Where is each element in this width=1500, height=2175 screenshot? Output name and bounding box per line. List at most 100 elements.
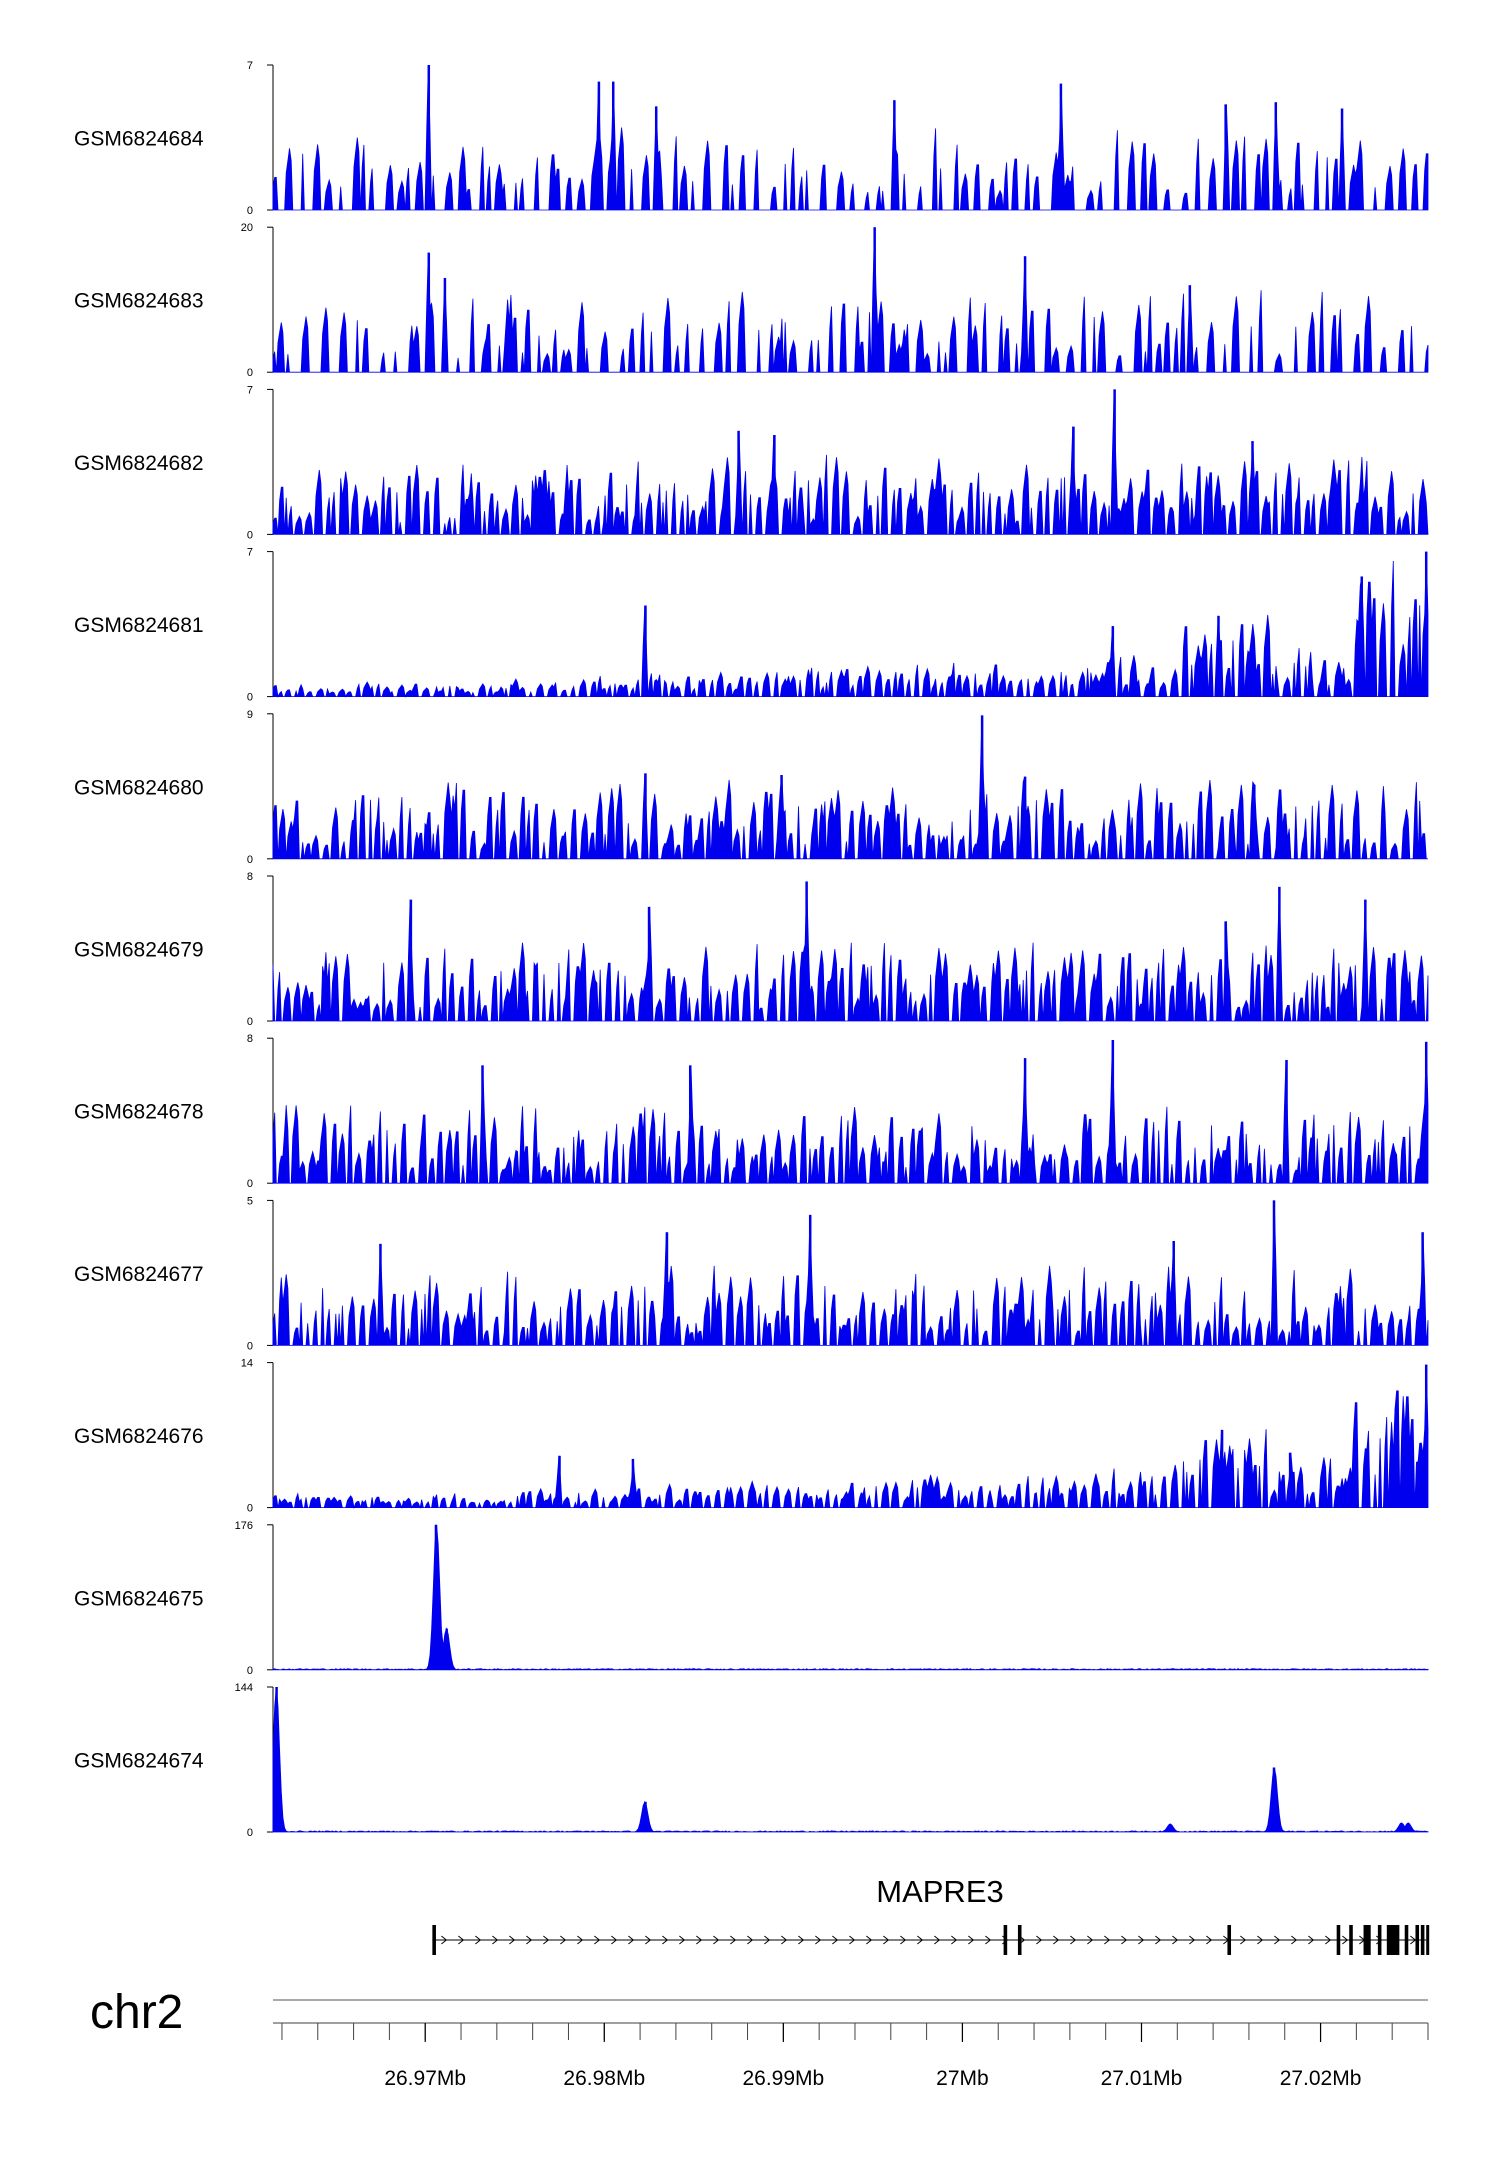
genome-axis-track: chr2 26.97Mb 26.98Mb 26.99Mb 27Mb 27.01Mb 27.… xyxy=(90,1986,1429,2090)
track-GSM6824683: 20 0 GSM6824683 xyxy=(74,222,1429,379)
gene-strand-arrow xyxy=(1274,1935,1281,1945)
gene-strand-arrow xyxy=(866,1935,873,1945)
track-ymin-label: 0 xyxy=(247,367,253,379)
gene-strand-arrow xyxy=(1325,1935,1332,1945)
coverage-tracks: 7 0 GSM6824684 20 0 GSM6824683 7 0 GSM6824682 7 0 G… xyxy=(74,60,1429,1839)
track-sample-label: GSM6824674 xyxy=(74,1750,204,1773)
track-ymin-label: 0 xyxy=(247,854,253,866)
gene-exon xyxy=(1377,1925,1382,1955)
gene-strand-arrow xyxy=(951,1935,958,1945)
gene-strand-arrow xyxy=(509,1935,516,1945)
track-GSM6824684: 7 0 GSM6824684 xyxy=(74,60,1429,217)
track-coverage-area xyxy=(272,64,1429,211)
track-GSM6824680: 9 0 GSM6824680 xyxy=(74,709,1428,866)
gene-strand-arrow xyxy=(985,1935,992,1945)
track-coverage-area xyxy=(272,1686,1429,1833)
track-ymin-label: 0 xyxy=(247,1178,253,1190)
gene-strand-arrow xyxy=(781,1935,788,1945)
gene-strand-arrow xyxy=(764,1935,771,1945)
track-coverage-area xyxy=(272,389,1429,535)
track-sample-label: GSM6824676 xyxy=(74,1425,204,1448)
track-sample-label: GSM6824681 xyxy=(74,614,204,637)
gene-strand-arrow xyxy=(441,1935,448,1945)
track-coverage-area xyxy=(272,715,1428,860)
track-ymax-label: 7 xyxy=(247,60,253,72)
gene-strand-arrow xyxy=(560,1935,567,1945)
track-sample-label: GSM6824677 xyxy=(74,1263,204,1286)
track-coverage-area xyxy=(272,881,1429,1022)
genome-axis-tick-label: 26.98Mb xyxy=(563,2067,645,2090)
gene-strand-arrow xyxy=(934,1935,941,1945)
track-coverage-area xyxy=(272,1039,1429,1184)
track-ymax-label: 144 xyxy=(235,1682,253,1694)
track-sample-label: GSM6824678 xyxy=(74,1101,204,1124)
track-sample-label: GSM6824675 xyxy=(74,1587,204,1610)
gene-strand-arrow xyxy=(849,1935,856,1945)
gene-exon xyxy=(1386,1925,1400,1955)
gene-strand-arrow xyxy=(730,1935,737,1945)
genome-axis-tick-label: 26.97Mb xyxy=(384,2067,466,2090)
gene-strand-arrow xyxy=(662,1935,669,1945)
gene-strand-arrow xyxy=(713,1935,720,1945)
genome-axis-tick-label: 27Mb xyxy=(936,2067,989,2090)
gene-strand-arrow xyxy=(475,1935,482,1945)
track-sample-label: GSM6824684 xyxy=(74,128,204,151)
track-GSM6824676: 14 0 GSM6824676 xyxy=(74,1358,1429,1515)
gene-strand-arrow xyxy=(611,1935,618,1945)
gene-exon xyxy=(1336,1925,1341,1955)
track-ymax-label: 8 xyxy=(247,1033,253,1045)
track-coverage-area xyxy=(272,1524,1429,1671)
gene-exon xyxy=(1426,1925,1430,1955)
gene-exon xyxy=(432,1925,436,1955)
gene-exon xyxy=(1349,1925,1353,1955)
gene-exon xyxy=(1404,1925,1409,1955)
gene-strand-arrow xyxy=(832,1935,839,1945)
track-GSM6824682: 7 0 GSM6824682 xyxy=(74,384,1429,541)
chromosome-label: chr2 xyxy=(90,1986,183,2039)
track-coverage-area xyxy=(272,227,1429,373)
gene-strand-arrow xyxy=(1172,1935,1179,1945)
gene-strand-arrow xyxy=(1036,1935,1043,1945)
gene-exon xyxy=(1227,1925,1232,1955)
track-GSM6824675: 176 0 GSM6824675 xyxy=(74,1520,1429,1677)
track-ymin-label: 0 xyxy=(247,1340,253,1352)
gene-strand-arrow xyxy=(1138,1935,1145,1945)
gene-strand-arrow xyxy=(1121,1935,1128,1945)
gene-strand-arrow xyxy=(526,1935,533,1945)
track-ymax-label: 9 xyxy=(247,709,253,721)
track-ymax-label: 14 xyxy=(241,1358,253,1370)
gene-strand-arrow xyxy=(1410,1935,1417,1945)
gene-name-label: MAPRE3 xyxy=(876,1874,1003,1909)
gene-strand-arrow xyxy=(696,1935,703,1945)
track-GSM6824681: 7 0 GSM6824681 xyxy=(74,547,1429,704)
gene-exon xyxy=(1363,1925,1371,1955)
track-ymax-label: 176 xyxy=(235,1520,253,1532)
gene-strand-arrow xyxy=(1070,1935,1077,1945)
gene-strand-arrow xyxy=(968,1935,975,1945)
gene-strand-arrow xyxy=(594,1935,601,1945)
gene-strand-arrow xyxy=(900,1935,907,1945)
gene-strand-arrow xyxy=(1104,1935,1111,1945)
track-ymin-label: 0 xyxy=(247,205,253,217)
track-ymin-label: 0 xyxy=(247,1827,253,1839)
genome-axis-tick-label: 27.02Mb xyxy=(1280,2067,1362,2090)
track-coverage-area xyxy=(272,1200,1429,1346)
gene-strand-arrow xyxy=(1342,1935,1349,1945)
gene-strand-arrow xyxy=(679,1935,686,1945)
gene-exon xyxy=(1003,1925,1008,1955)
track-ymax-label: 7 xyxy=(247,547,253,559)
gene-exon xyxy=(1415,1925,1420,1955)
gene-exon xyxy=(1420,1925,1425,1955)
track-sample-label: GSM6824679 xyxy=(74,939,204,962)
track-sample-label: GSM6824682 xyxy=(74,452,204,475)
gene-strand-arrow xyxy=(747,1935,754,1945)
gene-strand-arrow xyxy=(1087,1935,1094,1945)
track-sample-label: GSM6824680 xyxy=(74,776,204,799)
gene-strand-arrow xyxy=(492,1935,499,1945)
track-ymax-label: 8 xyxy=(247,871,253,883)
track-ymax-label: 5 xyxy=(247,1195,253,1207)
gene-strand-arrow xyxy=(1206,1935,1213,1945)
track-ymin-label: 0 xyxy=(247,1503,253,1515)
